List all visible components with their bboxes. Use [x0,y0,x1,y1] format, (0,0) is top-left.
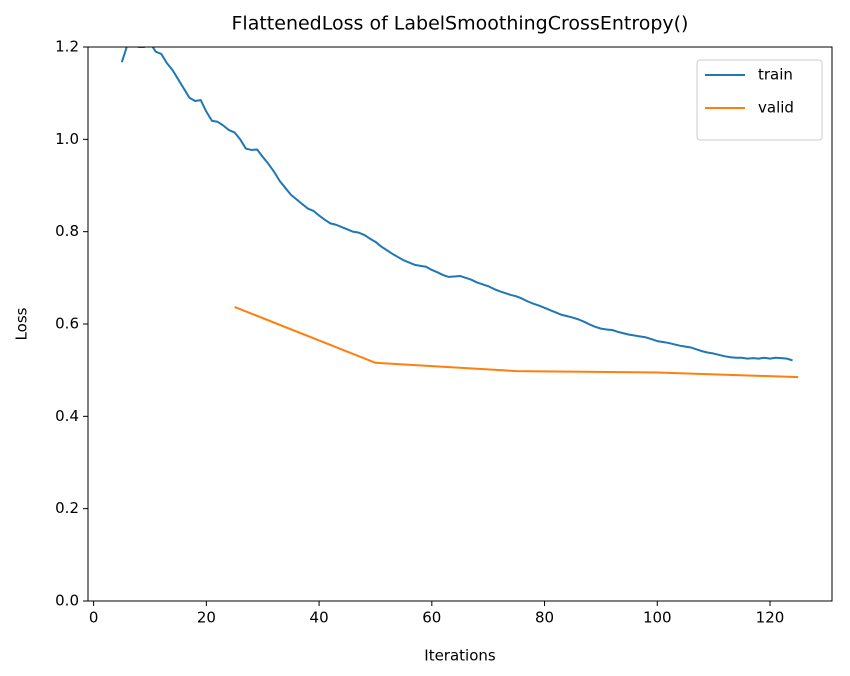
y-tick-label: 0.2 [55,499,79,517]
x-tick-label: 0 [89,609,99,627]
y-tick-label: 0.6 [55,315,79,333]
x-tick-label: 120 [756,609,785,627]
y-axis-label: Loss [13,307,31,340]
x-axis-label: Iterations [424,647,496,665]
y-tick-label: 1.0 [55,130,79,148]
x-tick-label: 80 [535,609,554,627]
plot-area [120,47,799,379]
chart-title: FlattenedLoss of LabelSmoothingCrossEntr… [232,13,689,35]
y-tick-label: 1.2 [55,38,79,56]
y-tick-label: 0.8 [55,222,79,240]
data-line [120,47,793,362]
legend-label: train [758,66,793,84]
x-tick-label: 40 [310,609,329,627]
data-line [234,305,799,379]
y-tick-label: 0.0 [55,592,79,610]
legend-box [696,59,823,141]
x-tick-label: 20 [197,609,216,627]
x-tick-label: 100 [643,609,672,627]
x-tick-label: 60 [422,609,441,627]
y-tick-label: 0.4 [55,407,79,425]
legend-label: valid [758,99,794,117]
